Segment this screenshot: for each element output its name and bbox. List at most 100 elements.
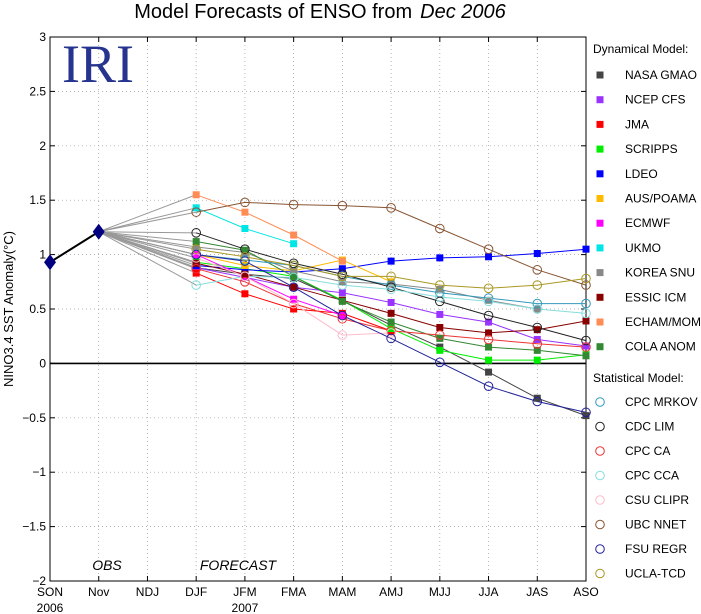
point-fsu-regr — [483, 381, 494, 392]
point-cdc-lim — [337, 269, 348, 279]
connector-cdc-lim — [98, 231, 197, 234]
point-ldeo — [436, 254, 444, 262]
legend-label-ucla-tcd: UCLA-TCD — [625, 567, 686, 581]
point-ucla-tcd — [191, 244, 201, 254]
point-ucla-tcd — [386, 271, 396, 282]
point-fsu-regr — [337, 310, 348, 321]
y-tick-label: 2.5 — [29, 84, 46, 98]
point-cpc-mrkov — [532, 298, 543, 309]
x-tick-label: AMJ — [379, 585, 403, 599]
point-csu-clipr — [337, 330, 348, 340]
legend-marker-echam-mom — [596, 318, 604, 326]
point-cdc-lim — [532, 322, 543, 333]
x-tick-label: ASO — [573, 585, 598, 599]
point-cpc-ca — [483, 334, 494, 345]
point-ukmo — [290, 240, 298, 248]
legend-marker-cpc-mrkov — [595, 397, 605, 407]
legend-marker-ucla-tcd — [595, 568, 605, 579]
point-cpc-ca — [240, 277, 250, 287]
point-korea-snu — [485, 296, 493, 304]
point-echam-mom — [338, 257, 346, 265]
connector-ukmo — [98, 207, 197, 233]
legend-label-cpc-mrkov: CPC MRKOV — [625, 395, 698, 409]
obs-point — [92, 223, 105, 240]
point-scripps — [533, 356, 541, 364]
point-nasa-gmao — [533, 394, 541, 402]
grid-lines — [50, 37, 586, 581]
point-fsu-regr — [191, 249, 201, 260]
chart-title-main: Model Forecasts of ENSO from — [134, 1, 412, 23]
point-ubc-nnet — [337, 200, 348, 211]
legend-label-essic-icm: ESSIC ICM — [625, 290, 686, 304]
point-ubc-nnet — [288, 199, 299, 210]
y-tick-label: 1.5 — [29, 193, 46, 207]
point-ubc-nnet — [240, 197, 250, 208]
legend-marker-cdc-lim — [595, 421, 605, 432]
point-ldeo — [338, 265, 346, 273]
point-ldeo — [533, 250, 541, 258]
y-tick-label: 0.5 — [29, 302, 46, 316]
point-cpc-cca — [581, 308, 591, 319]
point-korea-snu — [192, 243, 200, 251]
point-cpc-ca — [191, 263, 201, 274]
point-cola-anom — [290, 272, 298, 280]
point-cpc-ca — [435, 330, 445, 340]
legend-label-cdc-lim: CDC LIM — [625, 420, 674, 434]
obs-line — [49, 230, 100, 264]
point-cpc-cca — [435, 292, 445, 302]
point-ldeo — [485, 253, 493, 261]
point-jma — [241, 290, 249, 298]
point-cpc-mrkov — [483, 293, 494, 303]
point-cola-anom — [533, 346, 541, 354]
connector-essic-icm — [98, 231, 197, 264]
legend-label-jma: JMA — [625, 117, 649, 131]
x-tick-label: NDJ — [136, 585, 159, 599]
point-fsu-regr — [288, 282, 299, 293]
legend-label-ecmwf: ECMWF — [625, 216, 670, 230]
point-korea-snu — [338, 278, 346, 286]
legend-label-scripps: SCRIPPS — [625, 142, 678, 156]
legend-label-csu-clipr: CSU CLIPR — [625, 493, 689, 507]
point-essic-icm — [436, 323, 444, 331]
axes: −2 −1.5 −1 −0.5 0 0.5 1 1.5 2 2.5 3 SON Nov NDJ DJF JFM… — [22, 30, 598, 614]
point-ucla-tcd — [483, 283, 494, 294]
y-tick-label: 3 — [39, 30, 46, 44]
chart-title-date: Dec 2006 — [420, 1, 506, 23]
point-echam-mom — [290, 231, 298, 239]
point-nasa-gmao — [582, 412, 590, 420]
point-ubc-nnet — [435, 223, 445, 234]
point-essic-icm — [290, 283, 298, 291]
y-tick-label: −1 — [32, 465, 46, 479]
obs-annotation: OBS — [92, 557, 122, 573]
x-tick-label: JFM — [233, 585, 256, 599]
x-year-label: 2007 — [232, 601, 259, 614]
legend-marker-scripps — [596, 145, 604, 153]
legend-marker-ecmwf — [596, 219, 604, 227]
connector-cola-anom — [98, 231, 197, 243]
forecast-markers — [44, 191, 591, 420]
point-korea-snu — [387, 280, 395, 288]
point-cdc-lim — [240, 244, 250, 254]
point-cpc-ca — [581, 342, 591, 352]
point-csu-clipr — [240, 271, 250, 282]
x-tick-label: SON — [37, 585, 63, 599]
point-cdc-lim — [483, 310, 494, 321]
legend-label-cpc-cca: CPC CCA — [625, 469, 679, 483]
legend-marker-cola-anom — [596, 343, 604, 351]
x-year-label: 2006 — [37, 601, 64, 614]
chart-title: Model Forecasts of ENSO from Dec 2006 — [134, 1, 506, 23]
point-ucla-tcd — [337, 271, 348, 282]
y-tick-label: 1 — [39, 248, 46, 262]
point-ubc-nnet — [532, 265, 543, 275]
point-cpc-ca — [532, 339, 543, 349]
point-fsu-regr — [435, 357, 445, 368]
point-essic-icm — [192, 259, 200, 267]
point-essic-icm — [387, 309, 395, 317]
point-fsu-regr — [386, 333, 396, 344]
point-cpc-cca — [288, 272, 299, 283]
legend-label-ukmo: UKMO — [625, 241, 661, 255]
legend-marker-ubc-nnet — [595, 519, 605, 530]
point-jma — [290, 305, 298, 313]
point-ukmo — [241, 224, 249, 232]
point-essic-icm — [533, 326, 541, 334]
